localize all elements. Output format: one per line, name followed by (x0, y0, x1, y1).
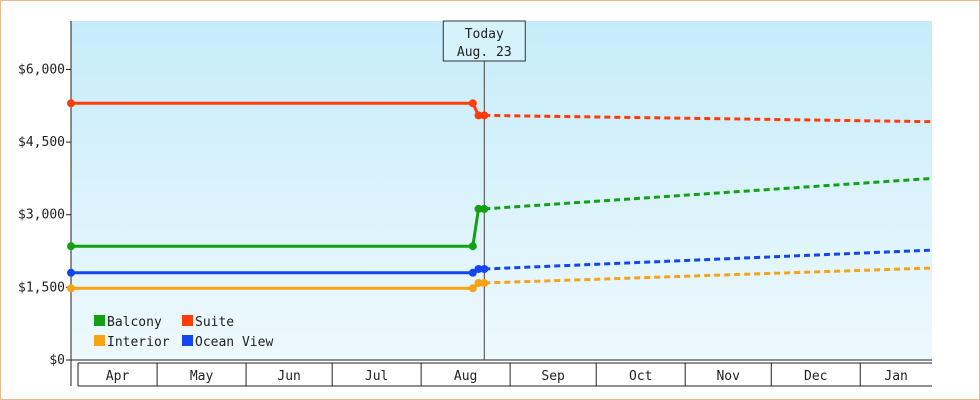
series-interior (67, 266, 933, 293)
x-tick-label: Jul (365, 369, 388, 384)
data-point-balcony (468, 242, 477, 251)
legend-swatch (94, 335, 105, 346)
data-point-suite (480, 111, 489, 120)
y-tick-label: $3,000 (18, 208, 65, 223)
data-point-interior (67, 284, 75, 293)
forecast-line-ocean-view (484, 248, 933, 271)
x-tick-label: Nov (716, 369, 740, 384)
data-point-suite (468, 99, 477, 108)
legend-item-interior: Interior (94, 335, 170, 350)
x-tick-label: Jan (884, 369, 907, 384)
x-tick-label: Dec (804, 369, 827, 384)
x-tick-label: Jun (277, 369, 300, 384)
x-tick-label: May (190, 369, 214, 384)
data-point-interior (468, 284, 477, 293)
x-tick-label: Apr (106, 369, 130, 384)
data-point-balcony (474, 204, 483, 213)
data-point-ocean-view (480, 265, 489, 273)
legend-label: Suite (195, 315, 234, 330)
series-suite (67, 99, 933, 124)
data-point-suite (474, 111, 483, 120)
y-tick-label: $1,500 (18, 280, 65, 295)
data-point-suite (67, 99, 75, 108)
x-tick-label: Sep (541, 369, 565, 384)
y-axis: $0 $1,500 $3,000 $4,500 $6,000 (18, 21, 72, 386)
forecast-line-suite (484, 113, 933, 124)
y-tick-label: $6,000 (18, 62, 65, 77)
legend: Balcony Suite Interior Ocean View (94, 315, 273, 350)
legend-item-ocean-view: Ocean View (182, 335, 273, 350)
today-marker: Today Aug. 23 (442, 20, 526, 360)
data-point-balcony (67, 242, 75, 251)
x-tick-label: Oct (629, 369, 652, 384)
y-tick-label: $0 (49, 353, 65, 368)
y-tick-label: $4,500 (18, 135, 65, 150)
today-date-label: Aug. 23 (457, 45, 512, 60)
data-point-ocean-view (468, 268, 477, 277)
legend-swatch (182, 335, 193, 346)
legend-swatch (182, 315, 193, 326)
legend-label: Ocean View (195, 335, 273, 350)
legend-item-suite: Suite (182, 315, 234, 330)
forecast-line-balcony (484, 176, 933, 211)
data-point-interior (474, 279, 483, 287)
series-balcony (67, 176, 933, 251)
x-axis: Apr May Jun Jul Aug Sep Oct Nov Dec Jan (71, 359, 932, 387)
data-point-ocean-view (474, 265, 483, 273)
today-label: Today (465, 27, 504, 42)
plot-area (71, 21, 932, 360)
legend-swatch (94, 315, 105, 326)
legend-label: Interior (107, 335, 170, 350)
legend-label: Balcony (107, 315, 162, 330)
legend-item-balcony: Balcony (94, 315, 162, 330)
series-ocean-view (67, 248, 933, 277)
forecast-line-interior (484, 266, 933, 285)
x-tick-label: Aug (454, 369, 477, 384)
series-layer (67, 99, 933, 293)
today-label-box (442, 20, 526, 62)
data-point-ocean-view (67, 268, 75, 277)
data-point-interior (480, 279, 489, 287)
data-point-balcony (480, 204, 489, 213)
